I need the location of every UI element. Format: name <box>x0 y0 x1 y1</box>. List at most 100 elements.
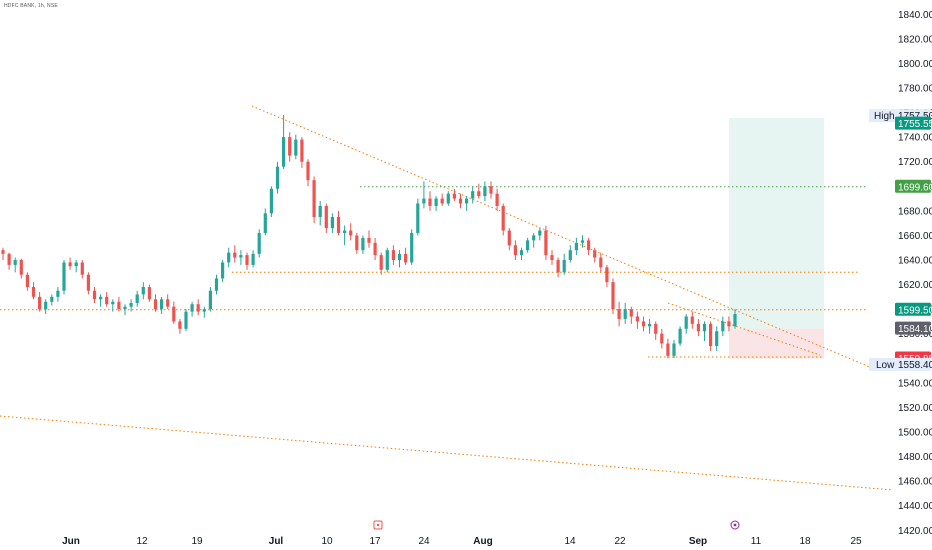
target-price-label[interactable]: 1755.55 <box>895 116 932 131</box>
candle-body <box>574 242 578 251</box>
candle <box>233 245 237 263</box>
candle <box>251 250 255 268</box>
candle <box>709 321 713 351</box>
svg-text:1755.55: 1755.55 <box>898 119 932 130</box>
candle-body <box>245 255 249 265</box>
candle <box>269 186 273 218</box>
candle-body <box>263 213 267 233</box>
candle-body <box>702 323 707 332</box>
candle-body <box>269 188 273 214</box>
candle-body <box>684 316 688 329</box>
x-tick-label: 12 <box>136 536 148 547</box>
earnings-event-marker[interactable] <box>730 520 740 530</box>
candle <box>446 191 450 206</box>
candle-body <box>422 198 426 204</box>
candle-body <box>635 316 639 322</box>
trend-lines[interactable] <box>0 105 894 491</box>
candle-body <box>92 290 97 300</box>
candle <box>599 252 603 273</box>
x-tick-label: Jul <box>269 536 284 547</box>
candle-body <box>233 252 237 258</box>
candle <box>593 247 597 263</box>
candle <box>654 321 658 340</box>
candle-body <box>556 260 560 273</box>
candle-body <box>160 299 164 310</box>
candle <box>184 309 188 332</box>
y-tick-label: 1780.00 <box>898 84 932 95</box>
candle-body <box>617 309 621 319</box>
candle-body <box>172 306 176 322</box>
candle <box>562 253 566 275</box>
entry-price-label[interactable]: 1584.10 <box>895 321 932 336</box>
candle-body <box>318 205 322 218</box>
candle-body <box>605 267 609 283</box>
candle-body <box>629 309 633 317</box>
candle <box>257 229 261 258</box>
candle <box>678 326 682 346</box>
candle <box>1 247 5 260</box>
candle-body <box>306 161 310 181</box>
position-loss-zone[interactable] <box>729 328 824 359</box>
candle <box>111 299 115 312</box>
y-tick-label: 1580.00 <box>898 329 932 340</box>
candle <box>245 252 249 270</box>
channel-trendline[interactable] <box>667 302 821 356</box>
candle-body <box>202 309 206 312</box>
candle <box>452 188 456 202</box>
candle-body <box>446 193 450 204</box>
y-tick-label: 1800.00 <box>898 59 932 70</box>
candle-body <box>458 198 463 204</box>
candle <box>190 301 194 317</box>
candle-body <box>532 235 536 241</box>
candle <box>513 240 517 260</box>
candle <box>263 208 267 236</box>
candle-body <box>526 240 530 251</box>
x-tick-label: 11 <box>751 536 762 547</box>
candle <box>153 294 158 312</box>
candle-body <box>44 301 48 310</box>
candle-body <box>696 323 700 332</box>
x-tick-label: 18 <box>799 536 811 547</box>
candle-body <box>129 302 133 307</box>
candle-body <box>74 262 78 267</box>
y-axis[interactable]: 1840.001820.001800.001780.001760.001740.… <box>898 10 932 537</box>
candle <box>379 252 383 275</box>
position-profit-zone[interactable] <box>729 118 824 329</box>
candle <box>135 290 139 307</box>
candle-body <box>660 333 664 344</box>
candle-body <box>373 242 377 256</box>
candle-body <box>221 262 225 279</box>
candle <box>117 296 121 312</box>
candle-body <box>141 287 145 295</box>
lower-trendline[interactable] <box>0 415 894 491</box>
candle-body <box>25 274 29 288</box>
candle-body <box>105 296 109 305</box>
candle-body <box>379 255 383 270</box>
current-price-label[interactable]: 1599.50 <box>895 302 932 317</box>
candle-body <box>343 230 347 233</box>
candle-body <box>654 323 658 334</box>
candle <box>422 181 426 209</box>
candle-body <box>300 139 304 162</box>
descending-trendline[interactable] <box>251 105 873 369</box>
candle-body <box>580 240 585 243</box>
candle <box>336 210 341 236</box>
candle <box>99 294 103 307</box>
resistance-price-label[interactable]: 1699.60 <box>895 179 932 194</box>
candle-body <box>257 232 261 254</box>
candle <box>465 196 469 211</box>
candle <box>105 291 109 307</box>
candle-body <box>709 323 713 346</box>
candle-body <box>208 290 212 310</box>
candle <box>416 198 420 236</box>
candle-body <box>38 296 42 310</box>
y-tick-label: 1540.00 <box>898 378 932 389</box>
candle <box>404 247 408 265</box>
candle <box>300 137 304 168</box>
x-axis[interactable]: Jun 12 19 Jul 10 17 24 Aug 14 22 Sep 11 18 25 <box>62 536 862 547</box>
candle <box>330 213 334 233</box>
candle <box>373 237 377 260</box>
candle-body <box>184 311 188 329</box>
dividend-event-marker[interactable] <box>373 520 383 530</box>
